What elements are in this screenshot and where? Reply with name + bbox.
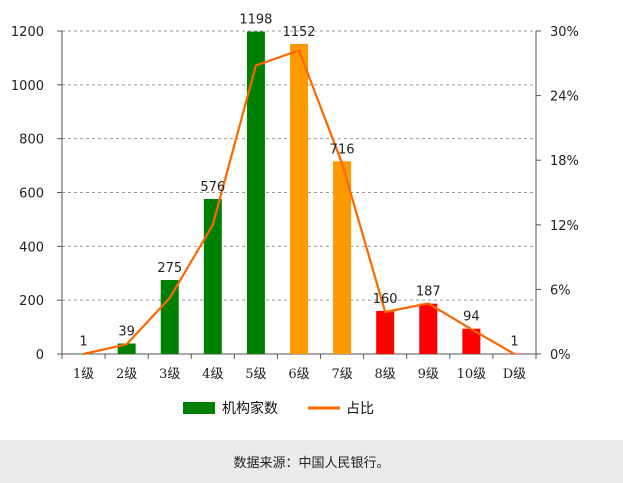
x-tick-label: 4级: [202, 367, 223, 382]
data-label: 187: [416, 285, 441, 300]
data-label: 576: [200, 180, 225, 195]
bar: [419, 303, 438, 354]
legend-label: 占比: [346, 401, 374, 417]
x-tick-label: 10级: [457, 367, 487, 382]
data-label: 1152: [282, 25, 315, 40]
data-label: 1: [79, 335, 87, 350]
data-label: 275: [157, 261, 182, 276]
data-labels: 1 39 275 576 1198 1152 716 160 187 94 1: [79, 13, 518, 350]
x-tick-label: 7级: [331, 367, 352, 382]
x-tick-label: 2级: [116, 367, 137, 382]
x-tick-label: 1级: [73, 367, 94, 382]
left-tick-label: 400: [19, 240, 44, 255]
legend-swatch-bar: [183, 402, 215, 414]
x-tick-label: D级: [503, 367, 526, 382]
bar: [203, 198, 222, 354]
x-tick-label: 3级: [159, 367, 180, 382]
bar: [333, 161, 352, 354]
legend: 机构家数 占比: [183, 400, 374, 417]
x-tick-label: 6级: [288, 367, 309, 382]
bar: [246, 31, 265, 355]
bar: [376, 310, 395, 354]
bar: [462, 328, 481, 354]
legend-label: 机构家数: [222, 400, 278, 417]
left-tick-label: 1200: [11, 25, 44, 40]
data-label: 1: [510, 335, 518, 350]
share-line: [83, 49, 516, 356]
x-tick-label: 9级: [418, 367, 439, 382]
chart: 1 39 275 576 1198 1152 716 160 187 94 1 0 200 400 600…: [11, 13, 579, 417]
data-label: 160: [373, 292, 398, 307]
right-tick-label: 12%: [550, 219, 579, 234]
tick-labels: 0 200 400 600 800 1000 1200 0% 6% 12% 18% 24% 30% 1级 2…: [11, 25, 579, 382]
right-tick-label: 6%: [550, 283, 571, 298]
left-tick-label: 1000: [11, 79, 44, 94]
right-tick-label: 0%: [550, 348, 571, 363]
x-tick-label: 5级: [245, 367, 266, 382]
right-tick-label: 18%: [550, 154, 579, 169]
x-tick-label: 8级: [375, 367, 396, 382]
line-series: [83, 49, 516, 356]
right-tick-label: 24%: [550, 90, 579, 105]
left-tick-label: 600: [19, 187, 44, 202]
bar: [117, 343, 136, 354]
chart-panel: 1 39 275 576 1198 1152 716 160 187 94 1 0 200 400 600…: [0, 0, 623, 440]
left-tick-label: 0: [36, 348, 44, 363]
bar: [290, 43, 308, 355]
bar-series: [74, 31, 524, 355]
data-label: 716: [330, 142, 355, 157]
data-label: 39: [118, 325, 135, 340]
bar: [160, 279, 179, 354]
data-label: 1198: [239, 13, 272, 28]
data-label: 94: [463, 310, 480, 325]
left-tick-label: 800: [19, 133, 44, 148]
right-tick-label: 30%: [550, 25, 579, 40]
source-note: 数据来源：中国人民银行。: [233, 456, 390, 471]
left-tick-label: 200: [19, 294, 44, 309]
